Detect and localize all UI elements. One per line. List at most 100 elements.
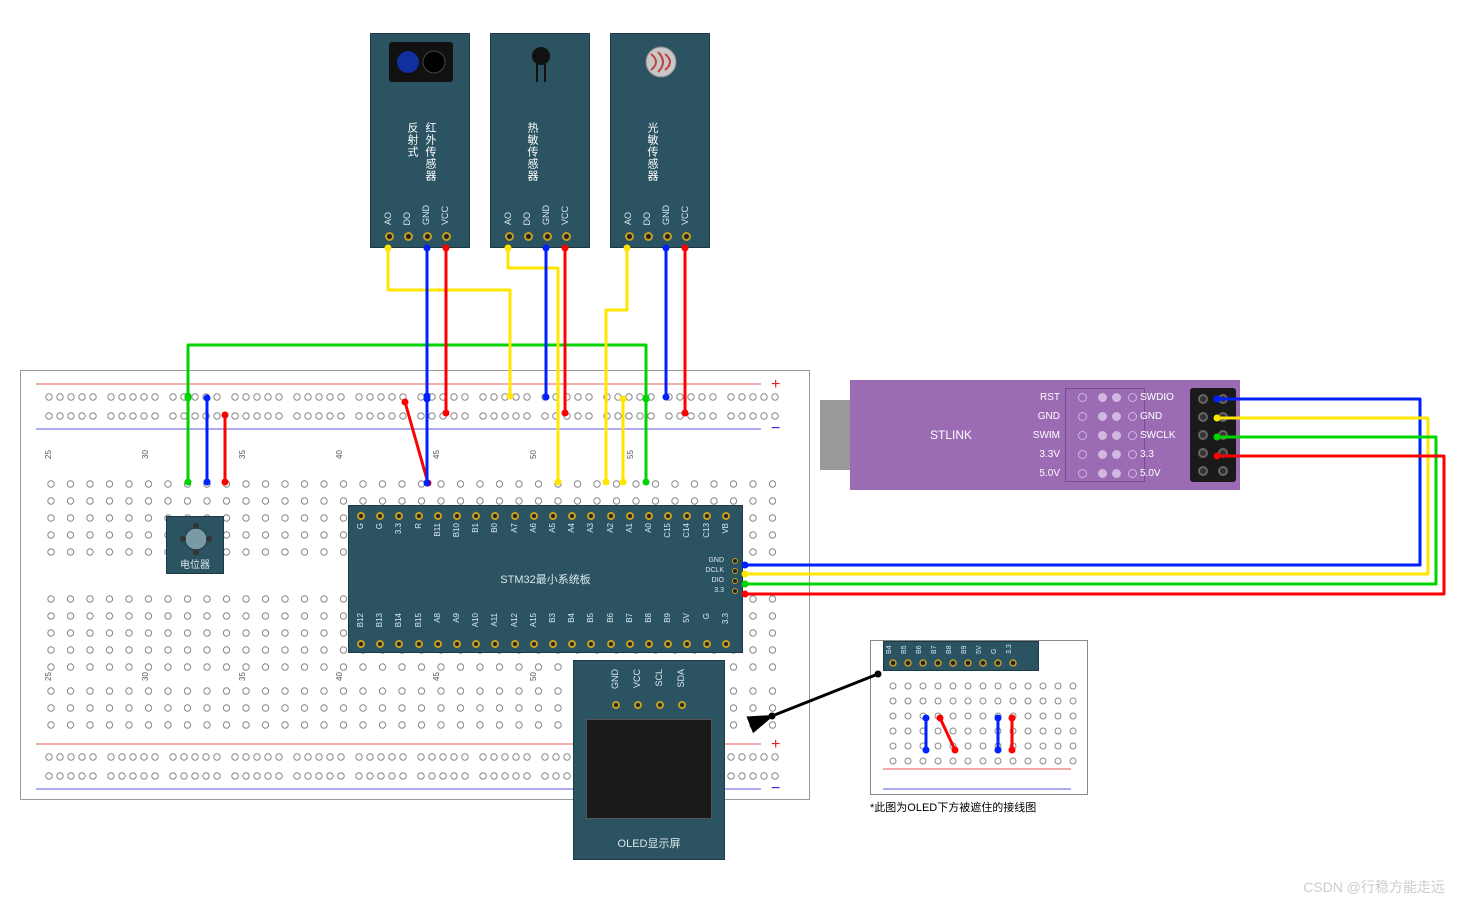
stlink-label-r: SWDIO <box>1140 392 1174 403</box>
stlink-pin <box>1098 393 1107 402</box>
stlink-label-l: GND <box>1020 411 1060 422</box>
pin-label-gnd: GND <box>541 205 551 225</box>
sensor-label: 红外传感器 <box>422 122 438 182</box>
stm32-pin-label: B8 <box>644 613 653 623</box>
stm32-pin-a6 <box>530 512 538 520</box>
sensor-ldr: 光敏传感器AODOGNDVCC <box>610 33 710 248</box>
pin-gnd <box>663 232 672 241</box>
stlink-pin <box>1128 393 1137 402</box>
oled-pin <box>634 701 642 709</box>
stlink-pin <box>1128 412 1137 421</box>
stlink-pin <box>1112 450 1121 459</box>
stlink-pin <box>1078 450 1087 459</box>
header-pin <box>1198 448 1208 458</box>
stlink-pin <box>1098 469 1107 478</box>
stm32-pin-b1 <box>472 512 480 520</box>
pin-do <box>524 232 533 241</box>
stm32-pin-b7 <box>626 640 634 648</box>
stlink-name: STLINK <box>930 428 972 442</box>
stm32-pin-label: A6 <box>529 523 538 533</box>
oled-label: OLED显示屏 <box>574 835 724 851</box>
stm32-board: STM32最小系统板 GG3.3RB11B10B1B0A7A6A5A4A3A2A… <box>348 505 743 653</box>
stm32-pin-r <box>415 512 423 520</box>
stm32-pin-b3 <box>549 640 557 648</box>
stlink-label-r: 5.0V <box>1140 468 1161 479</box>
svg-text:25: 25 <box>44 672 53 681</box>
stm32-pin-b9 <box>664 640 672 648</box>
stm32-pin-label: G <box>702 613 711 619</box>
stm32-pin-a3 <box>587 512 595 520</box>
svg-text:3.3: 3.3 <box>1006 644 1013 654</box>
stm32-pin-b8 <box>645 640 653 648</box>
svg-text:50: 50 <box>529 450 538 459</box>
stm32-pin-vb <box>722 512 730 520</box>
stm32-pin-label: B9 <box>663 613 672 623</box>
header-pin <box>1198 394 1208 404</box>
stm32-pin-b5 <box>587 640 595 648</box>
stm32-pin-label: B11 <box>433 523 442 537</box>
stm32-pin-b14 <box>395 640 403 648</box>
watermark: CSDN @行稳方能走远 <box>1303 877 1445 897</box>
stm32-pin-label: A5 <box>548 523 557 533</box>
stlink-label-l: 5.0V <box>1020 468 1060 479</box>
stlink-label-r: GND <box>1140 411 1162 422</box>
stm32-pin-3.3 <box>722 640 730 648</box>
stlink-pin <box>1128 450 1137 459</box>
inset-note: *此图为OLED下方被遮住的接线图 <box>870 799 1036 815</box>
stm32-pin-label: C14 <box>682 523 691 538</box>
sensor-label: 光敏传感器 <box>644 122 660 182</box>
oled-pin-label: SDA <box>676 669 686 688</box>
stm32-pin-c15 <box>664 512 672 520</box>
sensor-label: 热敏传感器 <box>524 122 540 182</box>
sensor-thermal: 热敏传感器AODOGNDVCC <box>490 33 590 248</box>
stm32-pin-label: A4 <box>567 523 576 533</box>
stm32-pin-label: B6 <box>606 613 615 623</box>
potentiometer-label: 电位器 <box>167 556 223 571</box>
stm32-pin-g <box>376 512 384 520</box>
stm32-pin-label: B12 <box>356 613 365 627</box>
stm32-pin-g <box>357 512 365 520</box>
stlink-label-r: 3.3 <box>1140 449 1154 460</box>
pin-gnd <box>423 232 432 241</box>
stm32-pin-b10 <box>453 512 461 520</box>
stm32-pin-label: A12 <box>510 613 519 627</box>
pin-label-ao: AO <box>383 212 393 225</box>
stm32-pin-a0 <box>645 512 653 520</box>
svg-text:50: 50 <box>529 672 538 681</box>
stm32-pin-b6 <box>607 640 615 648</box>
stlink-pin <box>1098 431 1107 440</box>
stm32-pin-c14 <box>683 512 691 520</box>
pin-label-ao: AO <box>503 212 513 225</box>
stm32-pin-a9 <box>453 640 461 648</box>
stm32-pin-label: B4 <box>567 613 576 623</box>
pin-label-do: DO <box>642 212 652 226</box>
pin-vcc <box>442 232 451 241</box>
oled-pin-label: VCC <box>632 669 642 688</box>
svg-text:+: + <box>771 736 780 753</box>
oled-display: OLED显示屏 GNDVCCSCLSDA <box>573 660 725 860</box>
swd-pin <box>732 568 738 574</box>
svg-text:B9: B9 <box>961 645 968 654</box>
sensor-ir: 反射式红外传感器AODOGNDVCC <box>370 33 470 248</box>
svg-text:−: − <box>771 780 780 797</box>
svg-text:25: 25 <box>44 450 53 459</box>
swd-label: 3.3 <box>714 587 724 594</box>
swd-label: DCLK <box>705 567 724 574</box>
swd-label: GND <box>708 557 724 564</box>
header-pin <box>1198 430 1208 440</box>
stlink-pin <box>1112 412 1121 421</box>
stm32-pin-a7 <box>511 512 519 520</box>
stlink-label-l: RST <box>1020 392 1060 403</box>
stm32-pin-b13 <box>376 640 384 648</box>
stm32-pin-label: R <box>414 523 423 529</box>
header-pin <box>1198 412 1208 422</box>
oled-pin <box>656 701 664 709</box>
oled-pin <box>678 701 686 709</box>
stlink-pin <box>1098 412 1107 421</box>
stm32-pin-a4 <box>568 512 576 520</box>
swd-pin <box>732 558 738 564</box>
svg-text:5V: 5V <box>976 645 983 654</box>
stm32-pin-label: VB <box>721 523 730 534</box>
stlink-pin <box>1128 431 1137 440</box>
stm32-pin-label: 3.3 <box>721 613 730 624</box>
